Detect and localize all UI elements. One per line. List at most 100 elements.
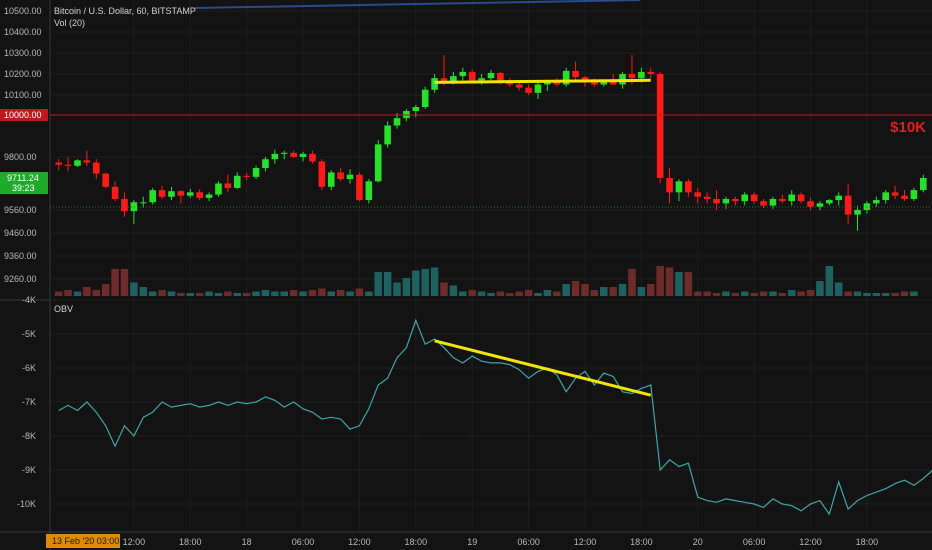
volume-bar [271,291,279,296]
candle-body [168,191,175,197]
volume-bar [609,287,617,296]
volume-bar [787,290,796,296]
candle-body [139,202,147,204]
volume-bar [139,287,148,296]
volume-bar [647,284,655,296]
current-price-badge [0,172,48,194]
candle-body [450,76,457,83]
volume-bar [506,293,514,296]
volume-bar [54,291,63,296]
price-tick-label: 10200.00 [4,69,42,79]
volume-bar [553,291,561,296]
level-label-10k: $10K [890,119,926,136]
candle-body [600,81,608,85]
obv-tick-label: -4K [22,295,36,305]
volume-bar [336,290,345,296]
volume-bar [111,269,119,296]
candle-body [835,195,843,201]
time-tick-label: 19 [467,537,477,547]
volume-bar [233,293,242,296]
volume-bar [393,282,401,296]
overlays: $10K [50,0,932,208]
candle-body [760,201,767,206]
candle-body [685,181,692,193]
volume-bar [524,290,533,296]
obv-tick-label: -6K [22,363,36,373]
volume-bar [308,290,317,296]
volume-bar [383,272,392,296]
volume-title: Vol (20) [54,18,85,28]
price-tick-label: 10000.00 [4,110,42,120]
volume-bar [299,291,307,296]
candle-body [74,160,81,166]
candle-body [844,195,852,215]
volume-bars [54,266,918,296]
price-tick-label: 10500.00 [4,6,42,16]
obv-trendline [434,339,652,397]
candle-body [882,192,889,201]
candle-body [609,81,617,85]
volume-bar [600,287,608,296]
candle-body [807,201,814,207]
candle-body [515,84,523,88]
candle-body [205,194,213,198]
price-tick-label: 9560.00 [4,205,37,215]
candle-body [534,84,542,93]
volume-bar [412,270,420,296]
candle-body [130,202,138,212]
volume-bar [693,291,702,296]
volume-bar [365,291,373,296]
candle-body [920,177,927,191]
volume-bar [477,291,486,296]
volume-bar [421,269,429,296]
candle-body [327,172,335,187]
volume-bar [825,266,834,296]
candle-body [262,159,269,169]
volume-bar [83,287,91,296]
time-tick-label: 18 [242,537,252,547]
candle-body [393,118,401,126]
volume-bar [440,282,448,296]
volume-bar [92,290,101,296]
candle-body [694,192,702,197]
volume-bar [355,288,364,296]
candle-body [572,70,579,78]
volume-bar [242,293,251,296]
candle-body [102,173,109,187]
volume-bar [158,290,166,296]
volume-bar [374,272,382,296]
volume-bar [769,291,777,296]
volume-bar [797,291,805,296]
time-tick-label: 12:00 [123,537,146,547]
candle-body [562,70,570,85]
volume-bar [712,293,721,296]
volume-bar [834,282,843,296]
price-tick-label: 9360.00 [4,251,37,261]
candle-body [638,71,645,79]
volume-bar [289,290,298,296]
price-highlight-box [0,109,48,121]
candle-body [365,181,373,201]
volume-bar [224,291,232,296]
candle-body [901,195,908,199]
volume-bar [468,290,476,296]
candle-body [732,198,739,202]
symbol-title: Bitcoin / U.S. Dollar, 60, BITSTAMP [54,6,196,16]
candle-body [647,71,655,74]
candle-body [252,168,260,177]
volume-bar [881,293,890,296]
volume-bar [750,293,758,296]
candle-body [675,181,683,193]
axes: 10500.00 10400.00 10300.00 10200.00 10100.00… [0,6,878,548]
volume-bar [656,266,664,296]
volume-bar [543,290,552,296]
candle-body [703,196,711,199]
volume-bar [73,291,82,296]
time-tick-label: 06:00 [743,537,766,547]
obv-tick-label: -10K [17,499,36,509]
obv-tick-label: -8K [22,431,36,441]
time-tick-label: 18:00 [179,537,202,547]
time-tick-label: 18:00 [405,537,428,547]
candle-body [93,162,100,174]
